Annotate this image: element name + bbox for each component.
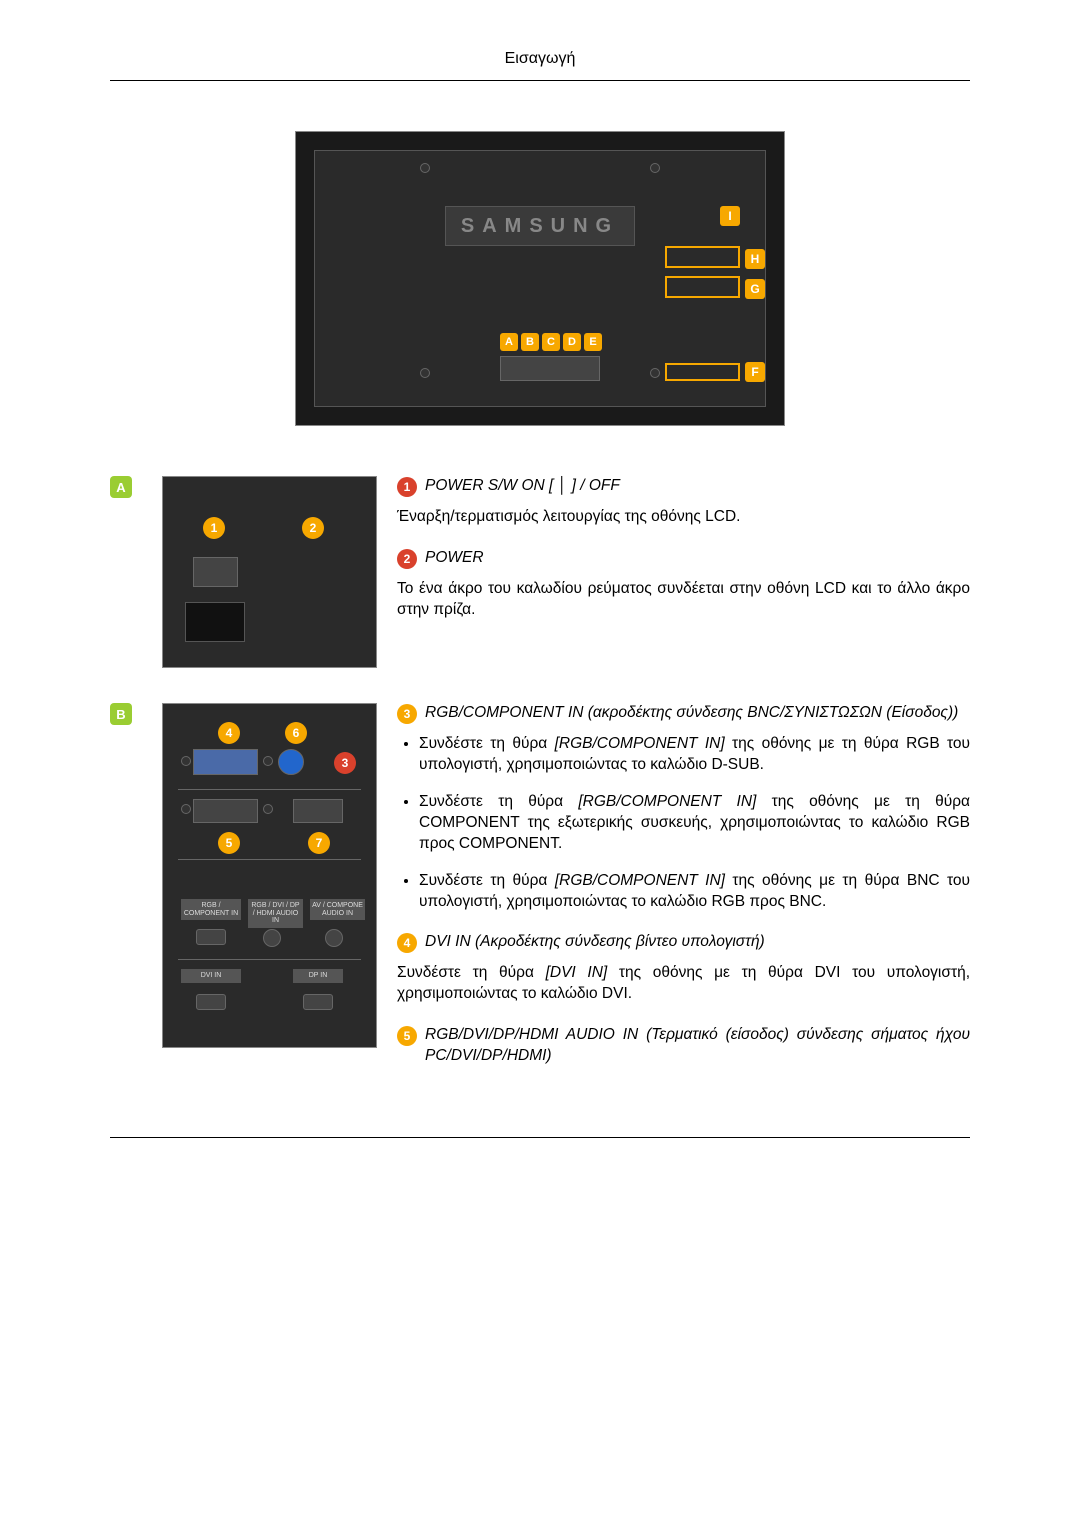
separator (178, 859, 361, 860)
item-title: POWER (425, 548, 484, 569)
section-a: A 1 2 1 POWER S/W ON [ │ ] / OFF Έναρξη/… (110, 476, 970, 668)
dp-port-icon (293, 799, 343, 823)
item-title: RGB/DVI/DP/HDMI AUDIO IN (Τερματικό (είσ… (425, 1025, 970, 1067)
side-callout (665, 276, 740, 298)
item-title: RGB/COMPONENT IN (ακροδέκτης σύνδεσης BN… (425, 703, 958, 724)
callout-5: 5 (218, 832, 240, 854)
separator (178, 959, 361, 960)
bullet-list: Συνδέστε τη θύρα [RGB/COMPONENT IN] της … (397, 734, 970, 912)
callout-4: 4 (218, 722, 240, 744)
label-f: F (745, 362, 765, 382)
label-c: C (542, 333, 560, 351)
item-title: POWER S/W ON [ │ ] / OFF (425, 476, 620, 497)
screw-icon (420, 368, 430, 378)
vga-port-icon (193, 749, 258, 775)
port-shape-icon (196, 994, 226, 1010)
power-switch-icon (193, 557, 238, 587)
bottom-port-labels: A B C D E (500, 333, 602, 351)
item-body: Το ένα άκρο του καλωδίου ρεύματος συνδέε… (397, 579, 970, 621)
section-b: B 4 6 3 5 7 RGB / COMPO (110, 703, 970, 1077)
separator (178, 789, 361, 790)
side-callout (665, 246, 740, 268)
thumb-power: 1 2 (162, 476, 377, 668)
jack-shape-icon (263, 929, 281, 947)
page-header: Εισαγωγή (110, 50, 970, 81)
callout-3: 3 (334, 752, 356, 774)
num-5-icon: 5 (397, 1026, 417, 1046)
label-a: A (500, 333, 518, 351)
brand-text: SAMSUNG (461, 215, 619, 238)
brand-plate: SAMSUNG (445, 206, 635, 246)
rear-panel-bezel: SAMSUNG A B C D E I H G F (314, 150, 766, 407)
item-body: Συνδέστε τη θύρα [DVI IN] της οθόνης με … (397, 963, 970, 1005)
port-shape-icon (196, 929, 226, 945)
dvi-port-icon (193, 799, 258, 823)
bullet-item: Συνδέστε τη θύρα [RGB/COMPONENT IN] της … (419, 871, 970, 913)
callout-2: 2 (302, 517, 324, 539)
label-i: I (720, 206, 740, 226)
screw-icon (650, 163, 660, 173)
callout-7: 7 (308, 832, 330, 854)
screw-icon (263, 804, 273, 814)
screw-icon (263, 756, 273, 766)
port-label: RGB / DVI / DP / HDMI AUDIO IN (248, 899, 303, 928)
label-d: D (563, 333, 581, 351)
label-g: G (745, 279, 765, 299)
screw-icon (650, 368, 660, 378)
num-4-icon: 4 (397, 933, 417, 953)
section-marker-b: B (110, 703, 132, 725)
side-callout (665, 363, 740, 381)
footer-separator (110, 1137, 970, 1138)
screw-icon (181, 756, 191, 766)
thumb-ports: 4 6 3 5 7 RGB / COMPONENT IN RGB / DVI /… (162, 703, 377, 1048)
port-strip (500, 356, 600, 381)
port-label: RGB / COMPONENT IN (181, 899, 241, 920)
label-b: B (521, 333, 539, 351)
num-2-icon: 2 (397, 549, 417, 569)
rear-panel-image: SAMSUNG A B C D E I H G F (295, 131, 785, 426)
power-inlet-icon (185, 602, 245, 642)
screw-icon (420, 163, 430, 173)
section-marker-a: A (110, 476, 132, 498)
label-h: H (745, 249, 765, 269)
port-label: DVI IN (181, 969, 241, 983)
num-1-icon: 1 (397, 477, 417, 497)
port-label: DP IN (293, 969, 343, 983)
bullet-item: Συνδέστε τη θύρα [RGB/COMPONENT IN] της … (419, 734, 970, 776)
bullet-item: Συνδέστε τη θύρα [RGB/COMPONENT IN] της … (419, 792, 970, 855)
label-e: E (584, 333, 602, 351)
item-body: Έναρξη/τερματισμός λειτουργίας της οθόνη… (397, 507, 970, 528)
port-shape-icon (303, 994, 333, 1010)
port-label: AV / COMPONE AUDIO IN (310, 899, 365, 920)
audio-jack-icon (278, 749, 304, 775)
jack-shape-icon (325, 929, 343, 947)
screw-icon (181, 804, 191, 814)
item-title: DVI IN (Ακροδέκτης σύνδεσης βίντεο υπολο… (425, 932, 765, 953)
num-3-icon: 3 (397, 704, 417, 724)
callout-1: 1 (203, 517, 225, 539)
callout-6: 6 (285, 722, 307, 744)
